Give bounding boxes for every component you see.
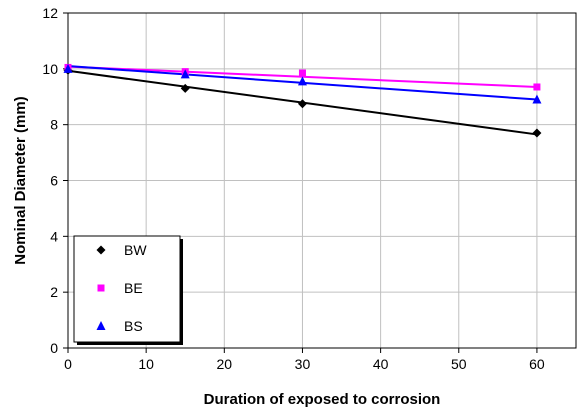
legend-marker-bs bbox=[96, 321, 106, 330]
point-bs bbox=[180, 69, 190, 79]
y-tick-label: 2 bbox=[50, 284, 58, 300]
x-axis-title: Duration of exposed to corrosion bbox=[204, 391, 441, 408]
x-tick-label: 50 bbox=[451, 356, 467, 372]
data-markers bbox=[63, 63, 542, 138]
y-tick-label: 4 bbox=[50, 228, 58, 244]
legend-label-bw: BW bbox=[124, 242, 147, 258]
x-tick-label: 30 bbox=[295, 356, 311, 372]
x-tick-label: 0 bbox=[64, 356, 72, 372]
legend-label-bs: BS bbox=[124, 318, 143, 334]
legend-box bbox=[73, 235, 181, 343]
x-tick-label: 10 bbox=[138, 356, 154, 372]
y-tick-label: 0 bbox=[50, 340, 58, 356]
y-axis: 0 2 4 6 8 10 12 bbox=[42, 5, 68, 356]
point-bw bbox=[297, 99, 307, 109]
y-tick-label: 10 bbox=[42, 61, 58, 77]
legend-label-be: BE bbox=[124, 280, 143, 296]
point-bw bbox=[180, 83, 190, 93]
x-axis: 0 10 20 30 40 50 60 bbox=[64, 348, 545, 372]
legend-marker-bw bbox=[96, 245, 106, 255]
x-tick-label: 40 bbox=[373, 356, 389, 372]
point-bs bbox=[63, 63, 73, 73]
point-bs bbox=[297, 76, 307, 86]
x-tick-label: 20 bbox=[217, 356, 233, 372]
y-tick-label: 6 bbox=[50, 173, 58, 189]
y-tick-label: 12 bbox=[42, 5, 58, 21]
legend: BW BE BS bbox=[73, 235, 183, 345]
x-tick-label: 60 bbox=[529, 356, 545, 372]
point-be bbox=[533, 83, 541, 91]
point-bw bbox=[532, 128, 542, 138]
y-axis-title: Nominal Diameter (mm) bbox=[12, 96, 29, 264]
point-bs bbox=[532, 94, 542, 104]
legend-marker-be bbox=[97, 284, 105, 292]
point-be bbox=[298, 69, 306, 77]
y-tick-label: 8 bbox=[50, 117, 58, 133]
